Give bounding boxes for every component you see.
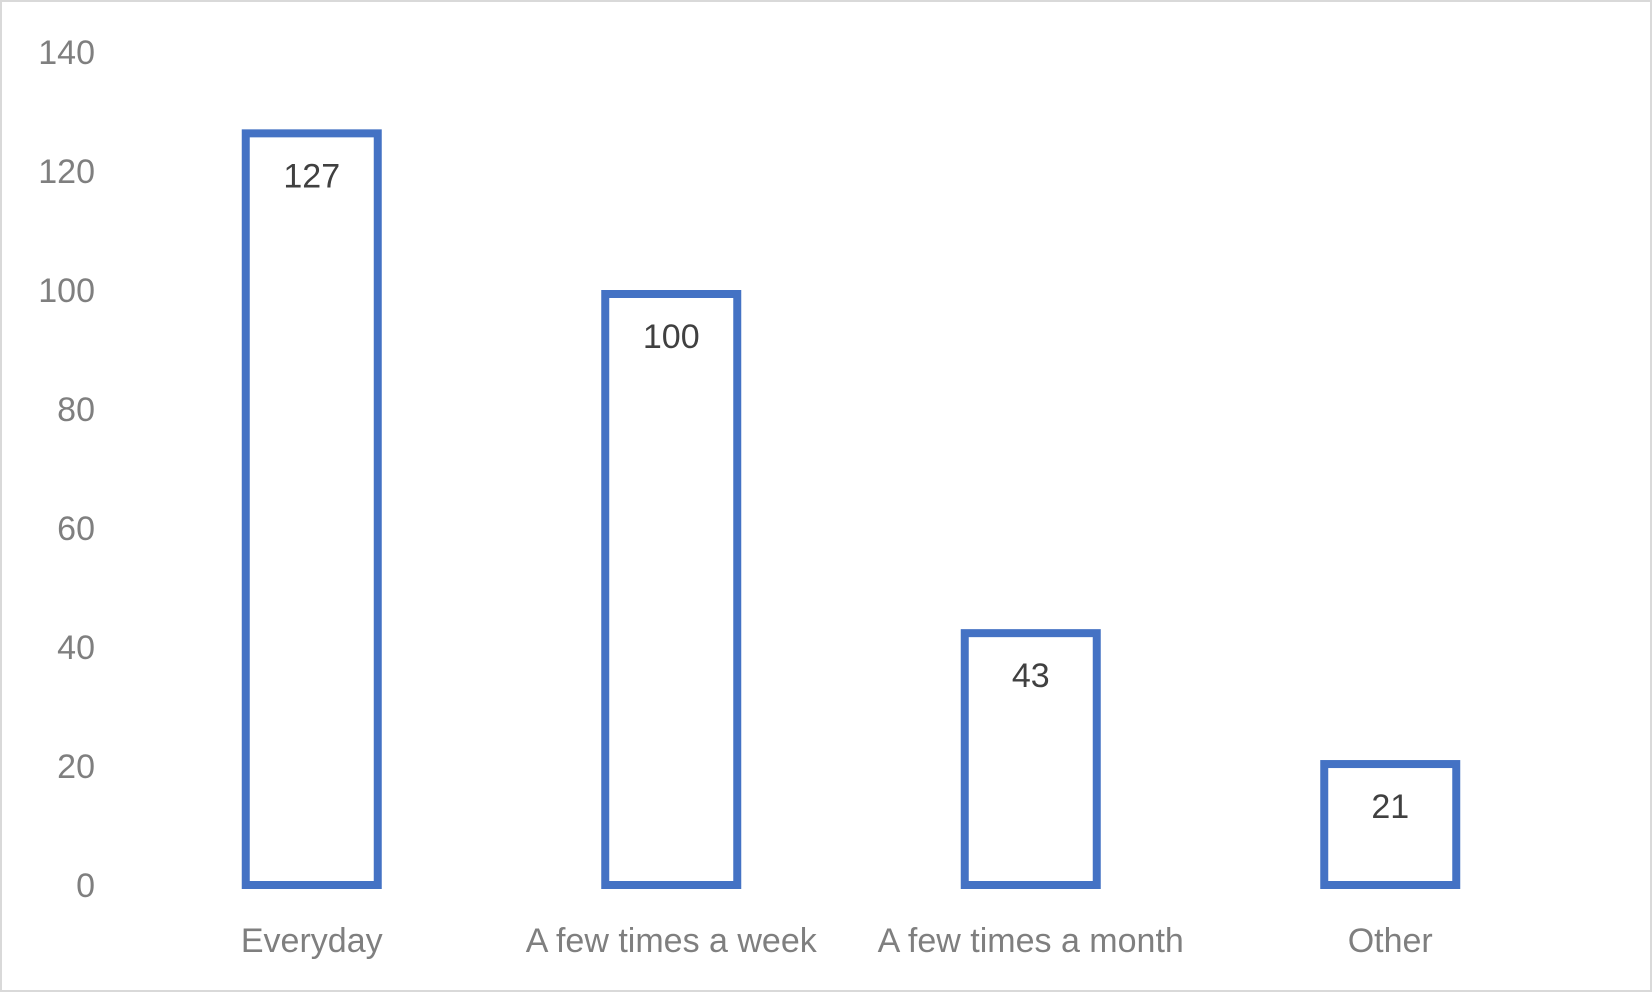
x-category-label: A few times a week <box>526 922 818 960</box>
y-tick-label: 140 <box>38 34 95 72</box>
data-label: 127 <box>283 157 340 195</box>
x-category-label: Everyday <box>241 922 383 960</box>
y-tick-label: 100 <box>38 272 95 310</box>
x-axis-categories: Everyday A few times a week A few times a … <box>241 922 1433 960</box>
x-category-label: A few times a month <box>878 922 1184 960</box>
data-label: 43 <box>1012 657 1050 695</box>
bar-2 <box>960 629 1101 890</box>
y-tick-label: 40 <box>57 629 95 667</box>
y-tick-label: 0 <box>76 867 95 905</box>
data-label: 21 <box>1371 788 1409 826</box>
data-labels: 127 100 43 21 <box>283 157 1409 826</box>
bars <box>241 129 1461 890</box>
x-category-label: Other <box>1348 922 1433 960</box>
y-tick-label: 20 <box>57 748 95 786</box>
y-tick-label: 60 <box>57 510 95 548</box>
bar-1 <box>601 290 742 889</box>
y-axis-ticks: 0 20 40 60 80 100 120 140 <box>38 34 95 905</box>
bar-0 <box>241 129 382 890</box>
y-tick-label: 80 <box>57 391 95 429</box>
data-label: 100 <box>643 318 700 356</box>
y-tick-label: 120 <box>38 153 95 191</box>
bar-3 <box>1320 760 1461 889</box>
